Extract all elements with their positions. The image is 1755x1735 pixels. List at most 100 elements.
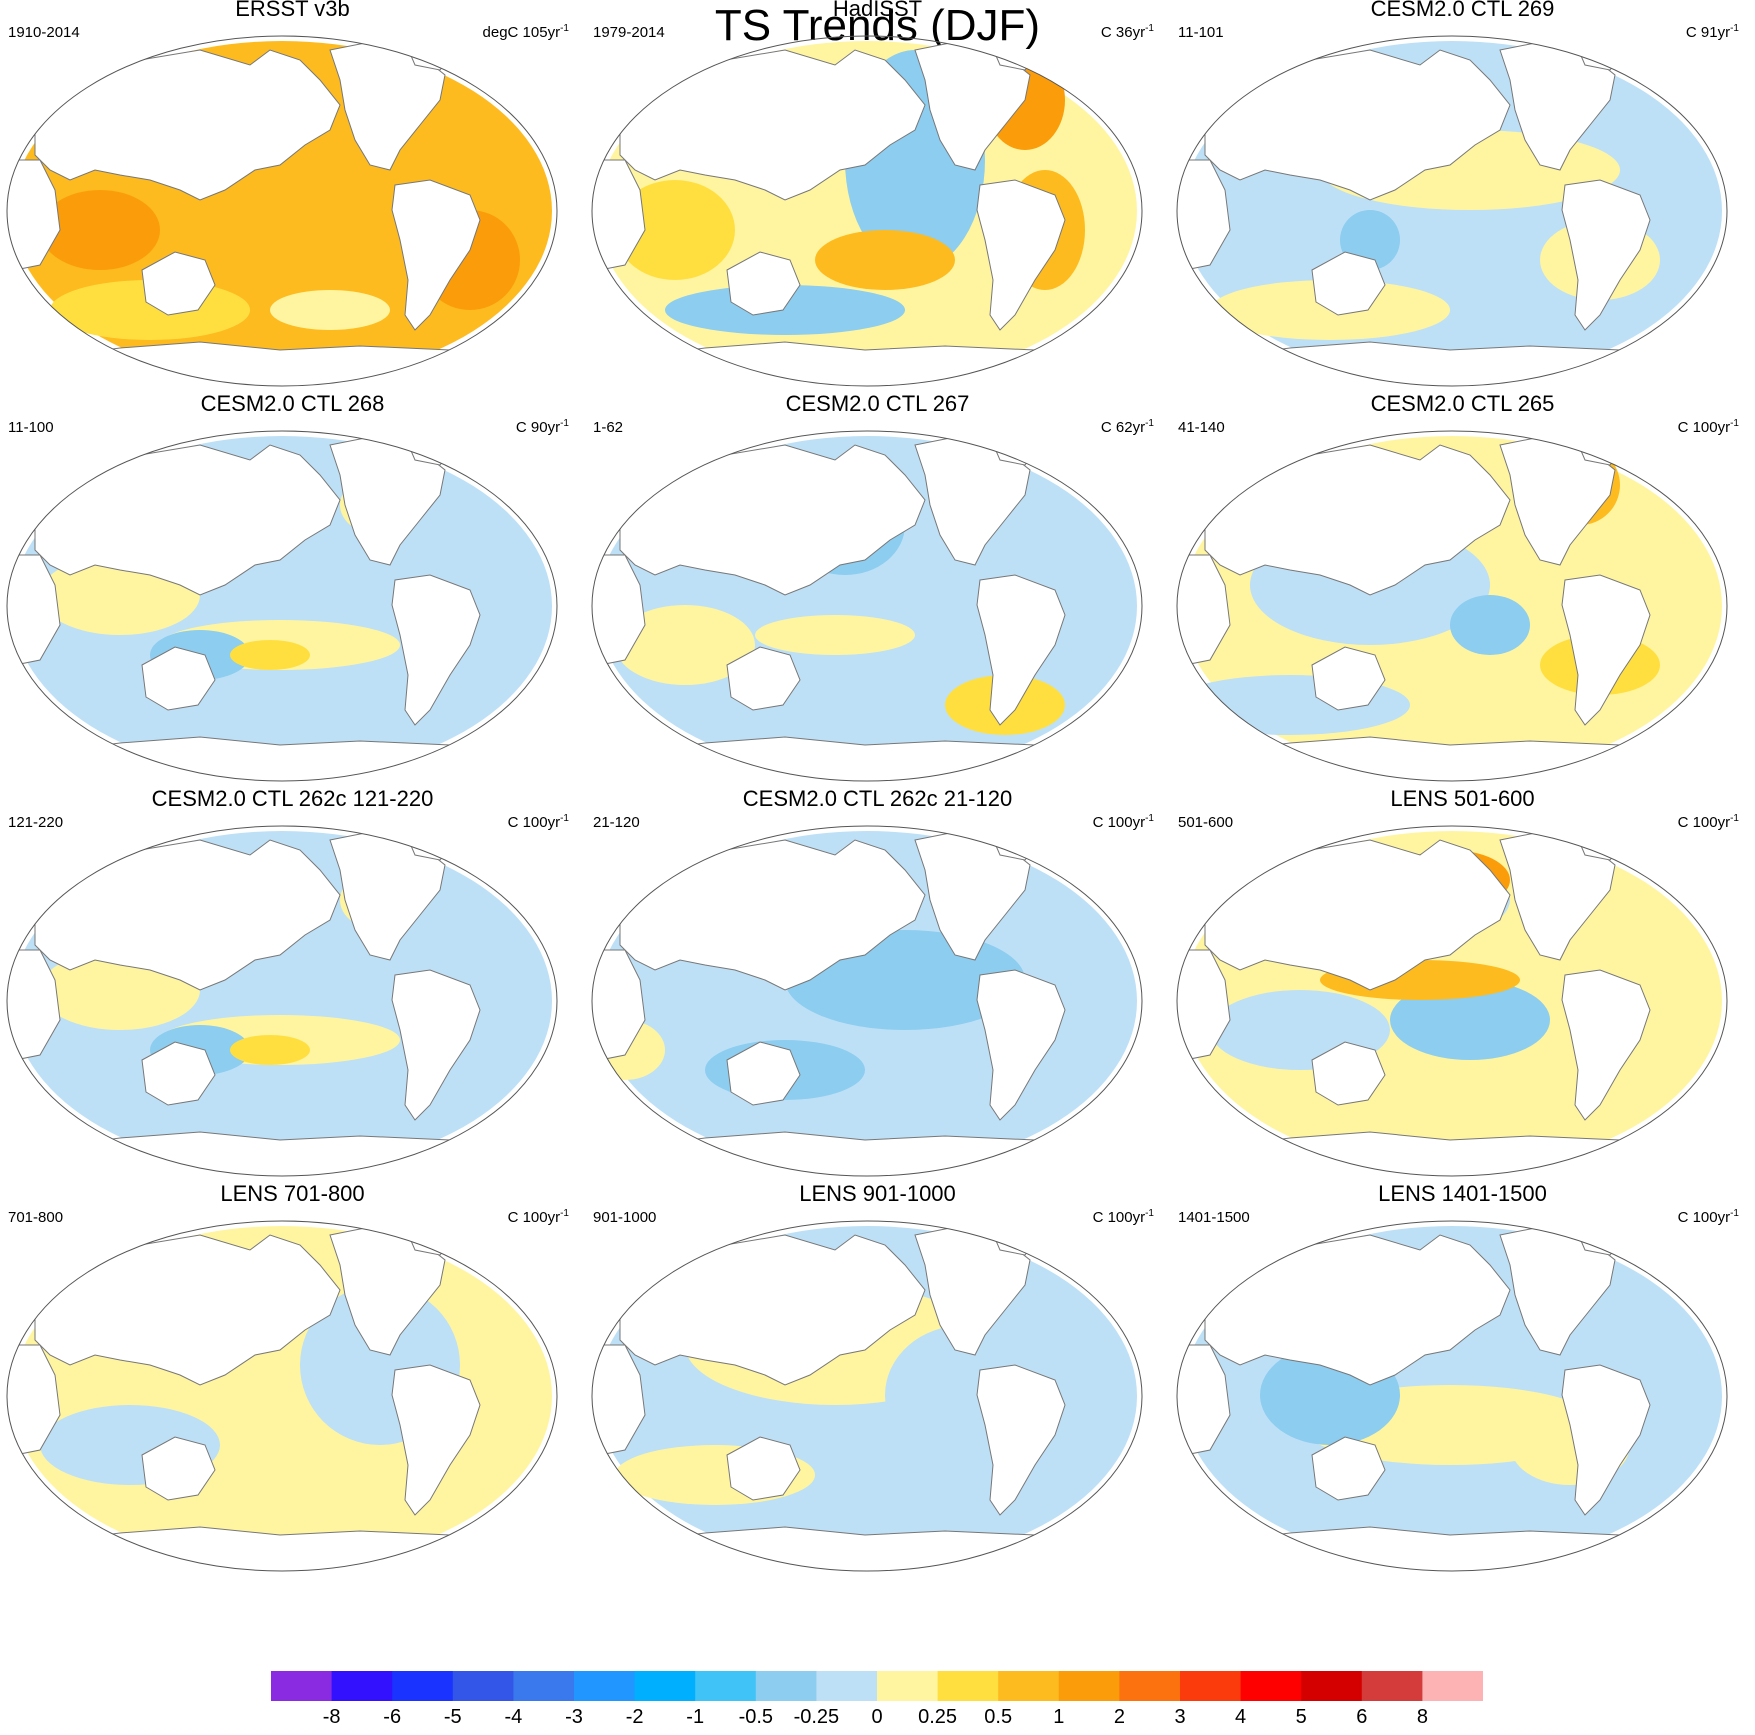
panel-units: C 36yr-1 [1100, 23, 1154, 41]
map-frame [6, 430, 558, 782]
panel-period: 1979-2014 [593, 24, 665, 41]
colorbar-swatch [998, 1671, 1060, 1701]
continent [1311, 646, 1386, 711]
colorbar-swatch [452, 1671, 514, 1701]
panel-title: HadISST [832, 0, 923, 21]
panel-title: CESM2.0 CTL 262c 21-120 [742, 786, 1013, 811]
continent [391, 1364, 481, 1516]
map-frame [6, 35, 558, 387]
colorbar-tick-label: -2 [625, 1706, 644, 1728]
continent [1177, 159, 1231, 271]
trend-region [40, 190, 160, 270]
colorbar-swatch [1180, 1671, 1242, 1701]
trend-region [815, 230, 955, 290]
continent [391, 179, 481, 331]
colorbar-tick-label: 3 [1174, 1706, 1186, 1728]
map-panel: CESM2.0 CTL 267 1-62 C 62yr-1 [585, 391, 1170, 790]
colorbar-swatch [1361, 1671, 1423, 1701]
map-frame [1176, 35, 1728, 387]
continent [1561, 574, 1651, 726]
continent [1177, 949, 1231, 1061]
continent [726, 251, 801, 316]
map-panel: CESM2.0 CTL 262c 21-120 21-120 C 100yr-1 [585, 786, 1170, 1185]
trend-region [665, 285, 905, 335]
colorbar-tick-label: -0.5 [738, 1706, 774, 1728]
continent [34, 839, 341, 991]
continent [592, 554, 646, 666]
panel-period: 901-1000 [593, 1209, 657, 1226]
colorbar-tick-label: 2 [1113, 1706, 1125, 1728]
continent [1204, 444, 1511, 596]
continent [592, 1344, 646, 1456]
world-map [1176, 35, 1728, 387]
panel-title: LENS 901-1000 [799, 1181, 956, 1206]
colorbar-tick-label: 1 [1053, 1706, 1065, 1728]
colorbar-tick-label: -3 [565, 1706, 583, 1728]
continent [34, 444, 341, 596]
map-panel: ERSST v3b 1910-2014 degC 105yr-1 [0, 0, 585, 395]
panel-units: C 100yr-1 [1677, 418, 1739, 436]
panel-period: 701-800 [8, 1209, 64, 1226]
colorbar-swatch [695, 1671, 757, 1701]
panel-title: CESM2.0 CTL 265 [1370, 391, 1555, 416]
colorbar-tick-label: 5 [1295, 1706, 1307, 1728]
colorbar-swatch [816, 1671, 878, 1701]
continent [1561, 179, 1651, 331]
continent [1204, 1234, 1511, 1386]
panel-units: C 100yr-1 [1677, 1208, 1739, 1226]
colorbar-tick-label: -6 [383, 1706, 402, 1728]
panel-period: 121-220 [8, 814, 64, 831]
world-map [6, 1220, 558, 1572]
continent [1177, 554, 1231, 666]
world-map [6, 35, 558, 387]
colorbar-tick-label: -4 [504, 1706, 523, 1728]
trend-region [1390, 980, 1550, 1060]
trend-region [1450, 595, 1530, 655]
panel-units: C 91yr-1 [1685, 23, 1739, 41]
colorbar-labels: -8 -6 -5 -4 -3 -2 -1 -0.5 -0.25 0 0.25 0.5 1 2 3 4 5 6 8 [0, 1705, 1755, 1731]
panel-title: ERSST v3b [235, 0, 350, 21]
panel-period: 1401-1500 [1178, 1209, 1250, 1226]
colorbar-swatch [574, 1671, 636, 1701]
colorbar-swatch [392, 1671, 454, 1701]
world-map [591, 430, 1143, 782]
panel-period: 11-100 [8, 419, 54, 436]
map-frame [591, 1220, 1143, 1572]
panel-units: C 100yr-1 [1092, 1208, 1154, 1226]
map-frame [591, 430, 1143, 782]
panel-period: 21-120 [593, 814, 640, 831]
colorbar-tick-label: 0.5 [984, 1706, 1013, 1728]
continent [976, 574, 1066, 726]
continent [7, 554, 61, 666]
continent [976, 1364, 1066, 1516]
world-map [1176, 1220, 1728, 1572]
colorbar-tick-label: 4 [1235, 1706, 1247, 1728]
continent [1177, 1344, 1231, 1456]
panel-period: 1-62 [593, 419, 624, 436]
map-frame [1176, 825, 1728, 1177]
panel-title: CESM2.0 CTL 267 [785, 391, 970, 416]
panel-period: 41-140 [1178, 419, 1225, 436]
continent [34, 1234, 341, 1386]
continent [592, 949, 646, 1061]
continent [7, 159, 61, 271]
colorbar-swatch [331, 1671, 393, 1701]
map-panel: CESM2.0 CTL 265 41-140 C 100yr-1 [1170, 391, 1755, 790]
colorbar-swatch [1301, 1671, 1363, 1701]
continent [141, 1436, 216, 1501]
map-frame [1176, 430, 1728, 782]
colorbar-tick-label: -8 [322, 1706, 341, 1728]
map-frame [6, 1220, 558, 1572]
colorbar-swatch [1422, 1671, 1483, 1701]
continent [1311, 1436, 1386, 1501]
panel-units: C 100yr-1 [1092, 813, 1154, 831]
panel-units: C 100yr-1 [507, 1208, 569, 1226]
trend-region [615, 605, 755, 685]
colorbar-tick-label: 8 [1416, 1706, 1428, 1728]
trend-region [230, 1035, 310, 1065]
world-map [591, 35, 1143, 387]
colorbar [271, 1671, 1483, 1701]
colorbar-swatch [1119, 1671, 1181, 1701]
map-panel: LENS 901-1000 901-1000 C 100yr-1 [585, 1181, 1170, 1580]
panel-title: CESM2.0 CTL 268 [200, 391, 385, 416]
